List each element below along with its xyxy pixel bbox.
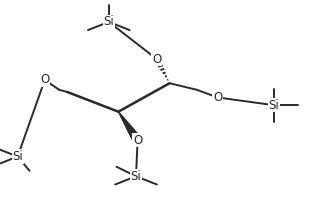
Text: Si: Si <box>12 150 23 163</box>
Text: O: O <box>152 53 161 66</box>
Text: Si: Si <box>268 99 279 112</box>
Text: O: O <box>40 73 49 87</box>
Polygon shape <box>118 112 142 141</box>
Text: Si: Si <box>103 15 114 28</box>
Text: O: O <box>133 134 142 147</box>
Text: Si: Si <box>131 170 141 183</box>
Text: O: O <box>213 91 222 104</box>
